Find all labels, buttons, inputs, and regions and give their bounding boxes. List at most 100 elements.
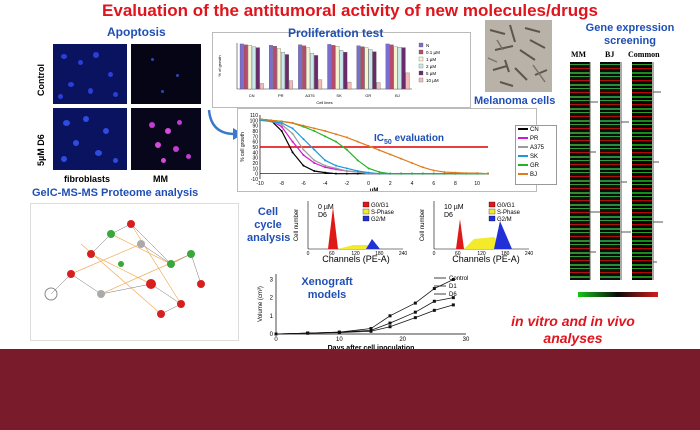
cc-legend-label: G0/G1: [371, 203, 389, 209]
ic50-point: [378, 171, 381, 174]
ic50-point: [356, 140, 359, 143]
cc-legend-label: S-Phase: [497, 210, 521, 216]
prolif-bar: [385, 43, 390, 90]
xeno-ylabel: Volume (cm³): [258, 286, 264, 322]
xeno-xtick: 30: [463, 337, 470, 343]
prolif-xlabel: Cell lines: [316, 100, 332, 105]
cc-xtick: 120: [477, 251, 486, 257]
xeno-point: [369, 329, 373, 333]
prolif-bar: [298, 44, 303, 90]
ic50-point: [367, 144, 370, 147]
xeno-point: [432, 287, 436, 291]
ic50-point: [313, 159, 316, 162]
prolif-bar: [343, 52, 348, 90]
gene-col-bj: BJ: [605, 50, 615, 59]
proliferation-heading: Proliferation test: [288, 26, 384, 40]
ic50-xtick: 6: [432, 181, 435, 187]
ic50-point: [367, 171, 370, 174]
prolif-bar: [372, 51, 377, 90]
prolif-legend-swatch: [418, 77, 424, 83]
prolif-bar: [389, 44, 394, 90]
xeno-point: [451, 296, 455, 300]
xeno-point: [432, 308, 436, 312]
cc-subtitle: D6: [318, 212, 327, 219]
cc-legend-swatch: [362, 208, 370, 215]
ic50-xtick: 10: [474, 181, 480, 187]
ic50-point: [324, 159, 327, 162]
cc-xtick: 0: [307, 251, 310, 257]
prolif-bar: [255, 47, 260, 90]
ic50-point: [302, 154, 305, 156]
prolif-bar: [339, 50, 344, 90]
ic50-point: [291, 122, 294, 124]
prolif-bar: [397, 46, 402, 90]
micrograph-drug-fibroblasts: [53, 108, 127, 170]
ic50-xtick: -4: [323, 181, 328, 187]
ic50-xtick: 8: [454, 181, 457, 187]
xeno-point: [413, 316, 417, 320]
prolif-bar: [393, 46, 398, 90]
prolif-legend-label: 2 µM: [426, 64, 436, 69]
xeno-point: [413, 310, 417, 314]
ic50-legend: CN PR A375 SK GR BJ: [515, 125, 557, 185]
prolif-bar: [289, 80, 293, 90]
apoptosis-row-drug: 5µM D6: [36, 134, 46, 166]
prolif-bar: [277, 48, 281, 90]
cc-xtick: 180: [375, 251, 384, 257]
micrograph-control-mm: [131, 44, 201, 104]
heatmap-mm: [570, 62, 590, 280]
xeno-xlabel: Days after cell inoculation: [328, 345, 415, 352]
prolif-bar: [327, 44, 332, 90]
prolif-bar: [247, 45, 252, 90]
prolif-bar: [401, 47, 406, 90]
xeno-xtick: 20: [399, 337, 406, 343]
ic50-point: [335, 140, 337, 143]
gene-col-common: Common: [628, 50, 660, 59]
xeno-point: [337, 331, 341, 335]
melanoma-photo: [485, 20, 552, 92]
cc-legend-swatch: [488, 201, 496, 208]
cc-legend-label: G2/M: [371, 217, 386, 223]
ic50-point: [465, 172, 468, 175]
ic50-point: [302, 148, 305, 151]
ic50-point: [389, 153, 392, 156]
prolif-bar: [335, 46, 340, 90]
ic50-point: [345, 148, 348, 151]
prolif-bar: [376, 82, 381, 90]
prolif-category-label: BJ: [395, 93, 400, 98]
ic50-point: [356, 159, 359, 162]
ic50-ytick: 90: [252, 124, 258, 130]
ic50-point: [345, 172, 348, 175]
ic50-xlabel: uM: [370, 188, 379, 191]
ic50-point: [345, 167, 348, 170]
prolif-legend-swatch: [418, 63, 424, 69]
ic50-legend-item: CN: [516, 126, 556, 135]
ic50-point: [335, 172, 337, 175]
prolif-bar: [360, 46, 365, 90]
xeno-point: [451, 303, 455, 307]
ic50-point: [356, 172, 359, 175]
micrograph-drug-mm: [131, 108, 201, 170]
xeno-xtick: 0: [274, 337, 278, 343]
xeno-legend-label: Control: [449, 276, 468, 282]
ic50-point: [421, 166, 424, 169]
ic50-xtick: -6: [301, 181, 306, 187]
prolif-bar: [239, 43, 244, 90]
melanoma-label: Melanoma cells: [474, 95, 556, 107]
cc-xtick: 120: [351, 251, 360, 257]
prolif-bar: [364, 47, 369, 90]
ic50-ytick: 70: [252, 134, 258, 140]
ic50-point: [269, 119, 272, 122]
ic50-point: [400, 172, 403, 175]
cc-legend-label: G2/M: [497, 217, 512, 223]
cc-title: 10 µM: [444, 204, 464, 211]
cc-ylabel: Cell number: [420, 209, 426, 241]
cc-xtick: 0: [433, 251, 436, 257]
ic50-point: [378, 149, 381, 152]
gelc-heading: GelC-MS-MS Proteome analysis: [32, 187, 199, 199]
proteome-network: [30, 203, 239, 341]
prolif-legend-label: 1 µM: [426, 57, 436, 62]
page-title: Evaluation of the antitumoral activity o…: [102, 1, 598, 20]
